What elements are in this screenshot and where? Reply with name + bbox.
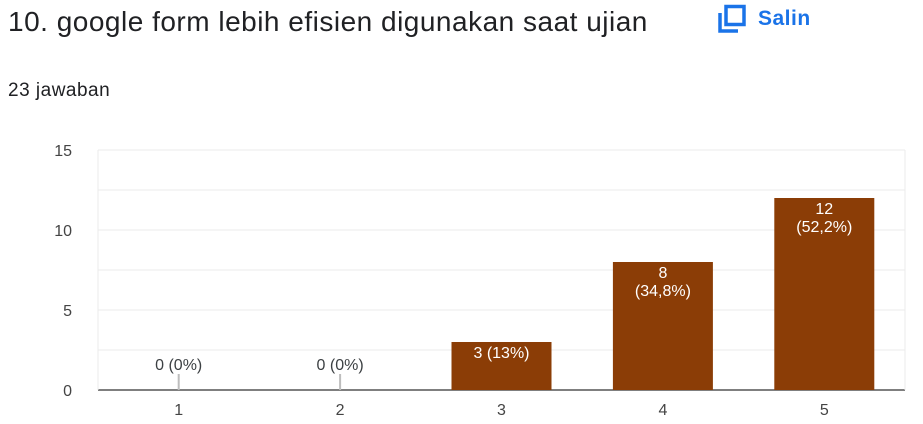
bar <box>451 342 552 390</box>
copy-label: Salin <box>758 7 811 30</box>
y-tick-label: 0 <box>63 383 72 400</box>
copy-button[interactable]: Salin <box>716 2 811 36</box>
response-count: 23 jawaban <box>8 80 111 101</box>
x-tick-label: 1 <box>174 402 183 419</box>
copy-icon <box>716 3 748 35</box>
bar <box>612 262 713 390</box>
bar <box>774 198 875 390</box>
data-label: 3 (13%) <box>473 345 529 362</box>
data-label: 0 (0%) <box>317 357 364 374</box>
x-tick-label: 2 <box>336 402 345 419</box>
y-tick-label: 10 <box>54 223 72 240</box>
y-tick-label: 5 <box>63 303 72 320</box>
x-tick-label: 5 <box>820 402 829 419</box>
data-label: 8 (34,8%) <box>635 265 691 300</box>
data-label: 12 (52,2%) <box>796 201 852 236</box>
question-title: 10. google form lebih efisien digunakan … <box>8 6 648 37</box>
y-tick-label: 15 <box>54 143 72 160</box>
x-tick-label: 4 <box>658 402 667 419</box>
data-label: 0 (0%) <box>155 357 202 374</box>
x-tick-label: 3 <box>497 402 506 419</box>
